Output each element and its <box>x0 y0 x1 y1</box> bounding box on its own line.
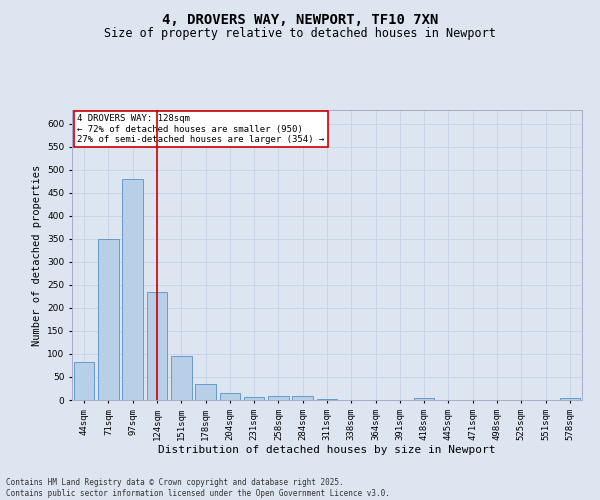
X-axis label: Distribution of detached houses by size in Newport: Distribution of detached houses by size … <box>158 446 496 456</box>
Bar <box>98 239 119 400</box>
Bar <box>560 398 580 400</box>
Bar <box>195 384 216 400</box>
Text: Contains HM Land Registry data © Crown copyright and database right 2025.
Contai: Contains HM Land Registry data © Crown c… <box>6 478 390 498</box>
Bar <box>171 356 191 400</box>
Bar <box>414 398 434 400</box>
Bar <box>122 179 143 400</box>
Bar <box>268 396 289 400</box>
Text: 4, DROVERS WAY, NEWPORT, TF10 7XN: 4, DROVERS WAY, NEWPORT, TF10 7XN <box>162 12 438 26</box>
Bar <box>74 362 94 400</box>
Text: Size of property relative to detached houses in Newport: Size of property relative to detached ho… <box>104 28 496 40</box>
Bar <box>220 393 240 400</box>
Bar <box>292 396 313 400</box>
Bar <box>146 292 167 400</box>
Bar <box>244 397 265 400</box>
Y-axis label: Number of detached properties: Number of detached properties <box>32 164 41 346</box>
Bar <box>317 398 337 400</box>
Text: 4 DROVERS WAY: 128sqm
← 72% of detached houses are smaller (950)
27% of semi-det: 4 DROVERS WAY: 128sqm ← 72% of detached … <box>77 114 325 144</box>
